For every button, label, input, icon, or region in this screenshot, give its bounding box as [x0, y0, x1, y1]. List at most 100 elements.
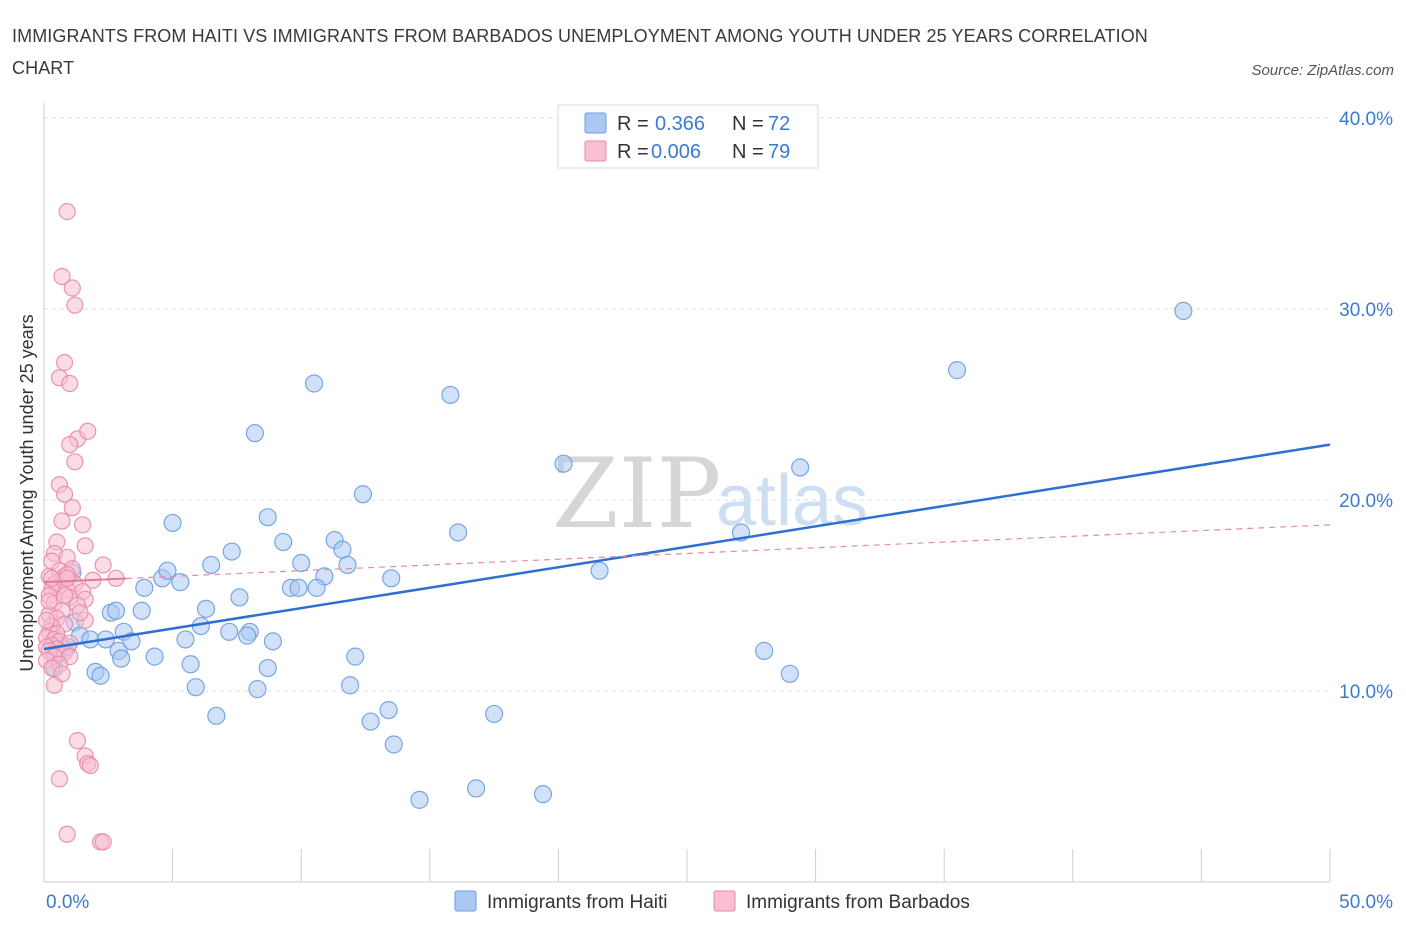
legend-r-value-barbados: 0.006: [651, 141, 701, 163]
haiti-point: [245, 424, 265, 443]
legend-n-value-barbados: 79: [768, 141, 790, 163]
haiti-point: [448, 523, 468, 542]
barbados-point: [53, 512, 71, 530]
haiti-point: [791, 458, 810, 477]
barbados-point: [61, 374, 79, 393]
barbados-point: [58, 569, 76, 587]
haiti-point: [207, 706, 226, 725]
barbados-point: [55, 353, 74, 372]
haiti-point: [338, 555, 357, 575]
barbados-point: [55, 586, 74, 605]
haiti-point: [258, 658, 277, 678]
haiti-point: [220, 622, 239, 641]
legend-r-value-haiti: 0.366: [655, 113, 705, 135]
haiti-point: [196, 599, 216, 618]
barbados-point: [94, 833, 112, 851]
barbados-point: [43, 569, 61, 587]
barbados-point: [66, 296, 84, 314]
chart-title: IMMIGRANTS FROM HAITI VS IMMIGRANTS FROM…: [12, 26, 1148, 78]
barbados-trend-line-solid: [43, 577, 127, 584]
haiti-point: [289, 578, 308, 597]
barbados-point: [63, 279, 81, 297]
haiti-point: [181, 655, 200, 674]
legend-r-label-barbados: R =: [617, 141, 649, 163]
haiti-point: [145, 647, 164, 666]
haiti-point: [485, 704, 504, 724]
y-axis-label: Unemployment Among Youth under 25 years: [17, 314, 37, 671]
series-swatch-haiti: [454, 890, 477, 912]
y-tick-label: 20.0%: [1339, 491, 1393, 512]
haiti-point: [122, 632, 141, 651]
legend-r-label-haiti: R =: [617, 113, 649, 135]
series-swatch-barbados: [713, 890, 736, 912]
haiti-point: [441, 385, 460, 405]
y-tick-label: 30.0%: [1339, 300, 1393, 321]
barbados-point: [66, 453, 84, 471]
haiti-point: [755, 641, 774, 660]
legend-n-value-haiti: 72: [768, 113, 790, 135]
trend-lines: [43, 443, 1331, 651]
barbados-point: [45, 676, 63, 694]
haiti-point: [340, 676, 360, 695]
tick-labels: 10.0% 20.0% 30.0% 40.0% 0.0% 50.0%: [46, 109, 1393, 913]
barbados-point: [37, 611, 56, 629]
haiti-point: [361, 712, 380, 731]
haiti-point: [222, 542, 241, 561]
haiti-point: [382, 569, 401, 588]
haiti-point: [238, 626, 257, 645]
barbados-point: [53, 267, 71, 286]
haiti-point: [333, 540, 352, 559]
haiti-trend-line: [43, 443, 1331, 651]
haiti-point: [186, 678, 205, 697]
x-tick-label: 0.0%: [46, 892, 89, 913]
haiti-point: [163, 513, 182, 533]
legend-n-label-barbados: N =: [732, 141, 764, 163]
barbados-point: [58, 202, 76, 221]
haiti-point: [263, 632, 283, 651]
haiti-point: [158, 561, 177, 580]
series-label-barbados: Immigrants from Barbados: [746, 892, 970, 913]
watermark: ZIP atlas: [552, 438, 868, 550]
haiti-point: [91, 666, 110, 685]
haiti-point: [947, 361, 967, 380]
barbados-point: [50, 770, 69, 788]
haiti-point: [1174, 301, 1193, 321]
barbados-point: [81, 756, 99, 775]
watermark-zip: ZIP: [552, 438, 721, 550]
haiti-point: [379, 700, 398, 720]
legend-swatch-haiti: [584, 112, 607, 134]
barbados-point: [40, 592, 58, 610]
axes: [43, 103, 1331, 883]
haiti-point: [135, 578, 154, 597]
haiti-point: [410, 790, 429, 809]
haiti-point: [112, 649, 131, 668]
barbados-point: [61, 436, 79, 454]
haiti-point: [384, 735, 403, 754]
haiti-point: [258, 508, 277, 527]
haiti-point: [353, 485, 373, 504]
barbados-point: [68, 732, 87, 750]
barbados-point: [58, 825, 76, 843]
correlation-legend: R = 0.366 N = 72 R = 0.006 N = 79: [557, 104, 819, 169]
barbados-point: [73, 516, 92, 534]
haiti-point: [106, 601, 126, 620]
barbados-point: [55, 485, 74, 503]
haiti-point: [304, 374, 324, 393]
barbados-point: [94, 556, 112, 574]
haiti-point: [202, 555, 221, 575]
haiti-point: [780, 664, 799, 683]
y-tick-label: 40.0%: [1339, 109, 1393, 130]
haiti-point: [230, 588, 249, 607]
legend-swatch-barbados: [584, 140, 607, 162]
haiti-point: [248, 679, 267, 699]
chart-source: Source: ZipAtlas.com: [1251, 62, 1394, 79]
series-legend: Immigrants from Haiti Immigrants from Ba…: [454, 890, 970, 913]
barbados-point: [63, 499, 81, 517]
haiti-point: [292, 553, 311, 573]
barbados-trend-line-dashed: [126, 524, 1331, 580]
barbados-point: [71, 604, 89, 622]
barbados-point: [76, 537, 94, 555]
haiti-point: [171, 573, 190, 592]
haiti-point: [590, 561, 609, 580]
